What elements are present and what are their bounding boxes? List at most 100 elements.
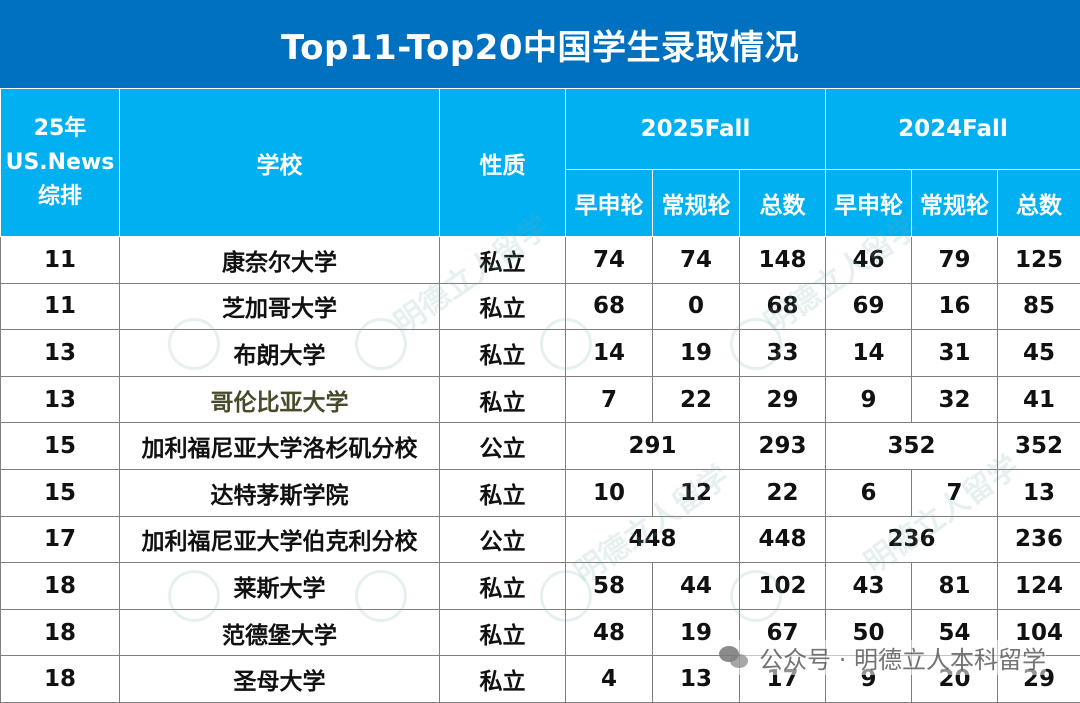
- total-2024-cell: 125: [998, 237, 1080, 284]
- type-cell: 私立: [440, 376, 566, 423]
- school-cell: 达特茅斯学院: [120, 469, 440, 516]
- merged-2024-cell: 236: [826, 516, 998, 563]
- early-2024-cell: 6: [826, 469, 912, 516]
- regular-2024-cell: 81: [912, 563, 998, 610]
- rank-cell: 18: [1, 656, 120, 703]
- type-cell: 私立: [440, 283, 566, 330]
- type-cell: 私立: [440, 330, 566, 377]
- total-2024-cell: 352: [998, 423, 1080, 470]
- page-title: Top11-Top20中国学生录取情况: [0, 0, 1080, 88]
- header-2024fall: 2024Fall: [826, 89, 1080, 170]
- regular-2025-cell: 44: [653, 563, 740, 610]
- rank-cell: 11: [1, 237, 120, 284]
- wechat-icon: [719, 646, 749, 670]
- total-2024-cell: 124: [998, 563, 1080, 610]
- type-cell: 私立: [440, 237, 566, 284]
- early-2024-cell: 43: [826, 563, 912, 610]
- regular-2025-cell: 22: [653, 376, 740, 423]
- type-cell: 私立: [440, 469, 566, 516]
- merged-2025-cell: 291: [566, 423, 740, 470]
- early-2025-cell: 10: [566, 469, 653, 516]
- type-cell: 私立: [440, 656, 566, 703]
- rank-cell: 17: [1, 516, 120, 563]
- early-2025-cell: 74: [566, 237, 653, 284]
- total-2025-cell: 33: [740, 330, 826, 377]
- header-2025-early: 早申轮: [566, 170, 653, 237]
- early-2025-cell: 58: [566, 563, 653, 610]
- total-2024-cell: 13: [998, 469, 1080, 516]
- school-cell: 莱斯大学: [120, 563, 440, 610]
- school-cell: 范德堡大学: [120, 609, 440, 656]
- rank-cell: 18: [1, 563, 120, 610]
- header-type: 性质: [440, 89, 566, 237]
- type-cell: 私立: [440, 563, 566, 610]
- header-2024-regular: 常规轮: [912, 170, 998, 237]
- early-2025-cell: 68: [566, 283, 653, 330]
- header-2024-total: 总数: [998, 170, 1080, 237]
- rank-cell: 13: [1, 330, 120, 377]
- header-2025-total: 总数: [740, 170, 826, 237]
- early-2024-cell: 69: [826, 283, 912, 330]
- early-2025-cell: 14: [566, 330, 653, 377]
- regular-2024-cell: 7: [912, 469, 998, 516]
- rank-cell: 18: [1, 609, 120, 656]
- school-cell: 芝加哥大学: [120, 283, 440, 330]
- credit-text: 公众号 · 明德立人本科留学: [759, 640, 1046, 675]
- total-2024-cell: 41: [998, 376, 1080, 423]
- regular-2025-cell: 0: [653, 283, 740, 330]
- total-2025-cell: 22: [740, 469, 826, 516]
- early-2024-cell: 9: [826, 376, 912, 423]
- regular-2024-cell: 16: [912, 283, 998, 330]
- total-2024-cell: 236: [998, 516, 1080, 563]
- header-2025-regular: 常规轮: [653, 170, 740, 237]
- early-2024-cell: 14: [826, 330, 912, 377]
- rank-cell: 15: [1, 469, 120, 516]
- regular-2024-cell: 79: [912, 237, 998, 284]
- regular-2025-cell: 74: [653, 237, 740, 284]
- type-cell: 私立: [440, 609, 566, 656]
- regular-2025-cell: 19: [653, 330, 740, 377]
- school-cell: 布朗大学: [120, 330, 440, 377]
- header-school: 学校: [120, 89, 440, 237]
- total-2024-cell: 85: [998, 283, 1080, 330]
- regular-2025-cell: 12: [653, 469, 740, 516]
- type-cell: 公立: [440, 423, 566, 470]
- total-2025-cell: 29: [740, 376, 826, 423]
- early-2025-cell: 4: [566, 656, 653, 703]
- merged-2025-cell: 448: [566, 516, 740, 563]
- school-cell: 加利福尼亚大学洛杉矶分校: [120, 423, 440, 470]
- header-2025fall: 2025Fall: [566, 89, 826, 170]
- merged-2024-cell: 352: [826, 423, 998, 470]
- wechat-credit: 公众号 · 明德立人本科留学: [719, 640, 1046, 675]
- school-cell: 哥伦比亚大学: [120, 376, 440, 423]
- early-2025-cell: 7: [566, 376, 653, 423]
- total-2025-cell: 448: [740, 516, 826, 563]
- type-cell: 公立: [440, 516, 566, 563]
- total-2024-cell: 45: [998, 330, 1080, 377]
- total-2025-cell: 293: [740, 423, 826, 470]
- regular-2024-cell: 31: [912, 330, 998, 377]
- rank-cell: 15: [1, 423, 120, 470]
- school-cell: 圣母大学: [120, 656, 440, 703]
- school-cell: 加利福尼亚大学伯克利分校: [120, 516, 440, 563]
- header-2024-early: 早申轮: [826, 170, 912, 237]
- rank-cell: 13: [1, 376, 120, 423]
- total-2025-cell: 102: [740, 563, 826, 610]
- early-2024-cell: 46: [826, 237, 912, 284]
- school-cell: 康奈尔大学: [120, 237, 440, 284]
- regular-2024-cell: 32: [912, 376, 998, 423]
- rank-cell: 11: [1, 283, 120, 330]
- total-2025-cell: 148: [740, 237, 826, 284]
- early-2025-cell: 48: [566, 609, 653, 656]
- total-2025-cell: 68: [740, 283, 826, 330]
